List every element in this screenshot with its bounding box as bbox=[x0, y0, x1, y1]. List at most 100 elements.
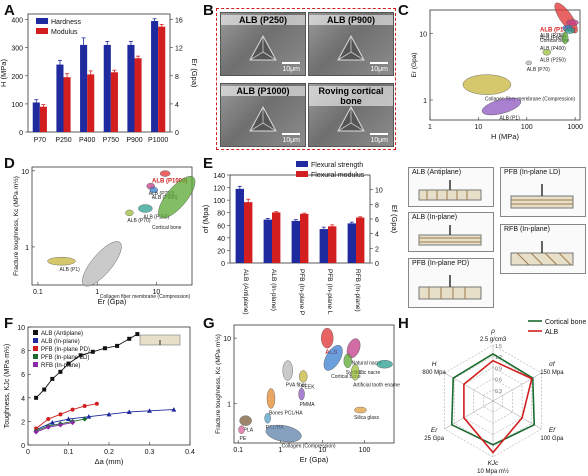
material-region bbox=[125, 209, 134, 217]
x-tick-label: PFB (In-plane LD) bbox=[326, 269, 333, 315]
material-region bbox=[266, 388, 276, 409]
schematic-title: RFB (In-plane) bbox=[504, 226, 550, 233]
y2-tick-label: 8 bbox=[175, 74, 179, 81]
legend-swatch bbox=[296, 161, 308, 167]
material-region bbox=[354, 406, 367, 414]
material-region bbox=[298, 387, 305, 401]
y-tick-label: 10 bbox=[223, 336, 231, 343]
bar-hardness bbox=[80, 44, 88, 132]
axis-label: Er bbox=[431, 427, 438, 434]
axis-label: σf bbox=[549, 361, 556, 368]
bar-modulus bbox=[158, 26, 166, 133]
plot-frame bbox=[429, 9, 581, 121]
schematic-title: PFB (In-plane LD) bbox=[504, 169, 561, 176]
x-tick-label: ALB (In-plane) bbox=[270, 269, 277, 311]
y2-tick-label: 4 bbox=[375, 232, 379, 239]
bar-flexural-strength bbox=[291, 220, 300, 263]
micrograph-p250: ALB (P250) 10μm bbox=[220, 12, 306, 76]
material-region bbox=[265, 424, 302, 443]
region-label: PLA bbox=[244, 428, 254, 434]
region-label: Natural nacre bbox=[352, 360, 382, 366]
data-point bbox=[115, 343, 120, 348]
series-line bbox=[35, 403, 97, 429]
legend-label: ALB bbox=[545, 329, 559, 336]
x-tick-label: P1000 bbox=[148, 137, 168, 144]
y-tick-label: 1 bbox=[423, 98, 427, 105]
indent-mark-icon bbox=[337, 34, 365, 61]
bar-hardness bbox=[56, 64, 64, 132]
panel-label-g: G bbox=[203, 315, 215, 332]
x-tick-label: P250 bbox=[55, 137, 71, 144]
region-label: Bones PCL/HA bbox=[269, 410, 303, 416]
x-tick-label: RFB (In-plane) bbox=[354, 269, 361, 312]
scale-label: 10μm bbox=[282, 66, 300, 73]
material-region bbox=[321, 327, 334, 349]
y-axis-label: Fracture toughness, Kc (MPa·m½) bbox=[12, 176, 20, 276]
legend-swatch bbox=[36, 28, 48, 34]
bar-modulus bbox=[39, 106, 47, 132]
y2-tick-label: 2 bbox=[375, 246, 379, 253]
region-label: ALB (P1) bbox=[60, 267, 81, 273]
radar-spoke bbox=[444, 372, 494, 402]
material-region bbox=[239, 415, 252, 426]
panel-label-a: A bbox=[4, 2, 15, 19]
material-region bbox=[47, 256, 76, 266]
data-point bbox=[94, 401, 99, 406]
bar-flexural-modulus bbox=[328, 226, 337, 263]
plot-frame bbox=[27, 13, 171, 133]
specimen-icon bbox=[418, 180, 482, 201]
bar-flexural-strength bbox=[319, 229, 328, 263]
y-tick-label: 10 bbox=[21, 169, 29, 176]
material-region bbox=[525, 60, 532, 66]
specimen-schematics: ALB (Antiplane) ALB (In-plane) PFB (In-p… bbox=[408, 162, 586, 310]
y2-axis-label: Ef (Gpa) bbox=[390, 205, 399, 234]
x-tick-label: 0.1 bbox=[33, 289, 43, 296]
series-line bbox=[35, 409, 174, 431]
axis-label: H bbox=[432, 361, 437, 368]
y-axis-label: Fracture toughness, Kc (MPa·m½) bbox=[214, 334, 222, 434]
bar-modulus bbox=[110, 72, 118, 132]
schematic-pfb-pd: PFB (In-plane PD) bbox=[408, 258, 494, 308]
region-label: ALB (P70) bbox=[127, 218, 150, 224]
material-region bbox=[323, 345, 343, 371]
y-axis-label: σf (Mpa) bbox=[201, 204, 210, 233]
legend-label: PFB (In-plane LD) bbox=[41, 355, 89, 361]
material-region bbox=[158, 176, 196, 219]
schematic-title: PFB (In-plane PD) bbox=[412, 260, 470, 267]
x-tick-label: P900 bbox=[126, 137, 142, 144]
data-point bbox=[66, 361, 71, 366]
panel-label-b: B bbox=[203, 2, 214, 19]
specimen-icon bbox=[510, 184, 574, 209]
region-label: ALB (P750) bbox=[540, 33, 566, 39]
region-label: ALB (P70) bbox=[527, 67, 550, 73]
y2-tick-label: 6 bbox=[375, 217, 379, 224]
bar-flexural-modulus bbox=[300, 213, 309, 263]
region-label: ALB (P400) bbox=[540, 46, 566, 52]
y2-axis-label: Er (Gpa) bbox=[190, 59, 199, 88]
plot-frame bbox=[233, 324, 395, 444]
x-tick-label: 0.2 bbox=[104, 449, 114, 456]
data-point bbox=[57, 422, 63, 428]
axis-max-label: 10 Mpa m½ bbox=[477, 468, 509, 475]
scale-bar bbox=[282, 133, 300, 135]
y-tick-label: 0 bbox=[221, 261, 225, 268]
y-tick-label: 100 bbox=[213, 198, 225, 205]
radar-series bbox=[450, 353, 536, 446]
x-tick-label: P750 bbox=[103, 137, 119, 144]
bar-flexural-strength bbox=[263, 219, 272, 263]
ring-label: 0.3 bbox=[495, 389, 502, 395]
legend-swatch bbox=[33, 330, 38, 335]
hardness-modulus-bar-chart: 0 100 200 300 400 0 4 8 12 16 P70 P250 P400 P750 P900 P… bbox=[0, 13, 199, 144]
x-tick-label: 0.3 bbox=[145, 449, 155, 456]
x-tick-label: 0.1 bbox=[233, 447, 243, 454]
micrograph-p1000: ALB (P1000) 10μm bbox=[220, 83, 306, 147]
bar-flexural-strength bbox=[235, 188, 244, 263]
region-label: PMMA bbox=[300, 402, 316, 408]
y-tick-label: 100 bbox=[11, 102, 23, 109]
panel-label-e: E bbox=[203, 155, 214, 172]
axis-max-label: 100 Gpa bbox=[540, 436, 564, 442]
data-point bbox=[66, 416, 71, 422]
region-label: Cortical bone bbox=[331, 374, 361, 380]
x-tick-label: 1 bbox=[95, 289, 99, 296]
